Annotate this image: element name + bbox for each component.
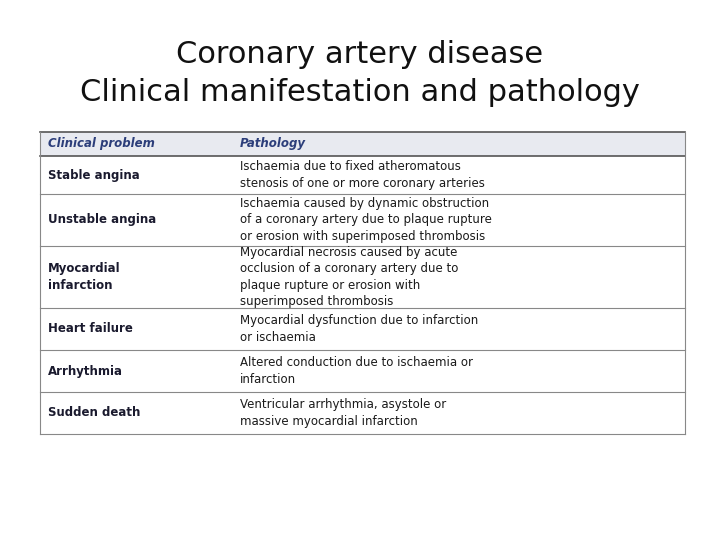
Text: Myocardial necrosis caused by acute
occlusion of a coronary artery due to
plaque: Myocardial necrosis caused by acute occl… xyxy=(240,246,459,308)
Text: Clinical problem: Clinical problem xyxy=(48,138,155,151)
Text: Sudden death: Sudden death xyxy=(48,407,140,420)
Text: Stable angina: Stable angina xyxy=(48,168,140,181)
Text: Ventricular arrhythmia, asystole or
massive myocardial infarction: Ventricular arrhythmia, asystole or mass… xyxy=(240,399,446,428)
Text: Ischaemia due to fixed atheromatous
stenosis of one or more coronary arteries: Ischaemia due to fixed atheromatous sten… xyxy=(240,160,485,190)
Text: Ischaemia caused by dynamic obstruction
of a coronary artery due to plaque ruptu: Ischaemia caused by dynamic obstruction … xyxy=(240,197,492,243)
Text: Coronary artery disease: Coronary artery disease xyxy=(176,40,544,69)
Text: Unstable angina: Unstable angina xyxy=(48,213,156,226)
Text: Altered conduction due to ischaemia or
infarction: Altered conduction due to ischaemia or i… xyxy=(240,356,473,386)
Text: Arrhythmia: Arrhythmia xyxy=(48,364,123,377)
Text: Myocardial
infarction: Myocardial infarction xyxy=(48,262,121,292)
Text: Clinical manifestation and pathology: Clinical manifestation and pathology xyxy=(80,78,640,107)
Text: Pathology: Pathology xyxy=(240,138,306,151)
Text: Myocardial dysfunction due to infarction
or ischaemia: Myocardial dysfunction due to infarction… xyxy=(240,314,478,344)
Bar xyxy=(40,132,685,156)
Text: Heart failure: Heart failure xyxy=(48,322,133,335)
